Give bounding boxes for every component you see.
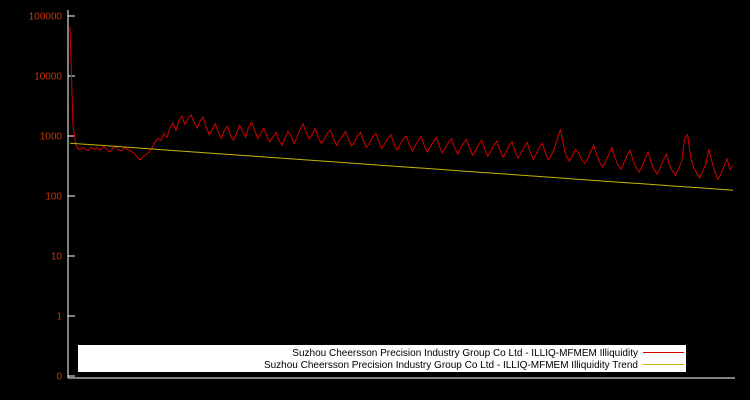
y-tick-label: 10000: [34, 72, 62, 83]
y-tick-label: 100: [45, 192, 62, 203]
y-tick-label: 0: [56, 372, 62, 383]
y-tick-label: 1000: [40, 132, 63, 143]
y-tick-label: 1: [56, 312, 62, 323]
trend-line: [69, 142, 734, 191]
legend-label-illiquidity: Suzhou Cheersson Precision Industry Grou…: [292, 348, 638, 359]
y-tick-label: 10: [51, 252, 63, 263]
illiquidity-line: [69, 27, 734, 181]
legend-label-trend: Suzhou Cheersson Precision Industry Grou…: [264, 360, 638, 371]
legend-box: [78, 345, 686, 372]
y-tick-label: 100000: [29, 12, 63, 23]
